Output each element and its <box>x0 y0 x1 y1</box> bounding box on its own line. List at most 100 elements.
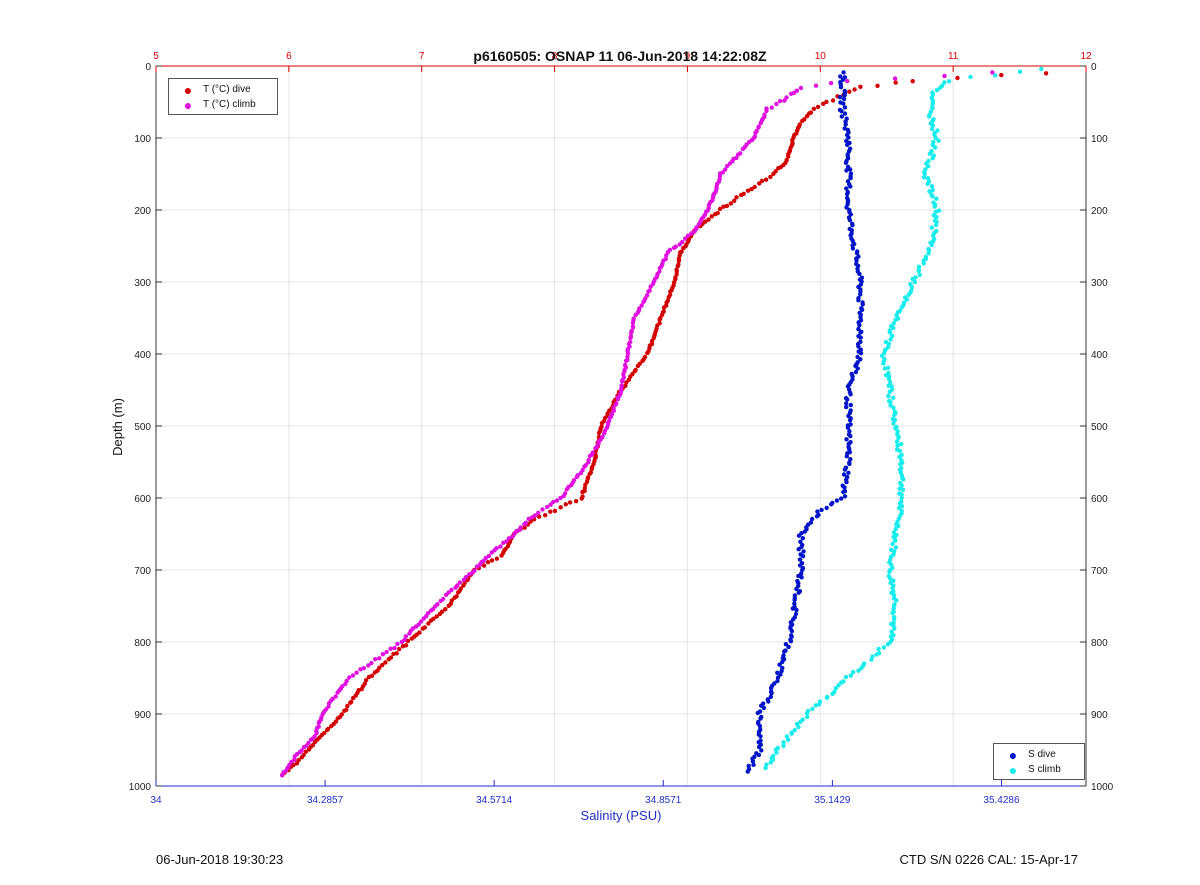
data-point <box>759 748 764 753</box>
data-point <box>777 662 782 667</box>
series-s-dive <box>745 70 865 774</box>
data-point <box>932 204 937 209</box>
data-point <box>640 358 645 364</box>
data-point <box>580 489 585 495</box>
data-point <box>593 446 598 451</box>
data-point <box>844 454 849 459</box>
data-point <box>363 678 369 683</box>
data-point <box>848 433 853 439</box>
data-point <box>839 680 844 685</box>
data-point <box>841 101 846 106</box>
data-point <box>757 181 762 186</box>
data-point <box>875 83 880 89</box>
data-point <box>403 634 409 639</box>
data-point <box>405 638 411 644</box>
data-point <box>921 261 926 266</box>
data-point <box>856 344 861 349</box>
data-point <box>804 711 810 716</box>
data-point <box>536 514 542 519</box>
data-point <box>587 471 592 477</box>
data-point <box>633 312 638 318</box>
data-point <box>897 505 902 511</box>
data-point <box>917 272 922 278</box>
data-point <box>858 335 863 340</box>
data-point <box>506 536 512 541</box>
y-tick-label-right: 200 <box>1091 206 1108 217</box>
data-point <box>896 523 901 529</box>
data-point <box>925 181 930 186</box>
chart-title: p6160505: OSNAP 11 06-Jun-2018 14:22:08Z <box>473 48 767 64</box>
data-point <box>955 75 960 81</box>
data-point <box>426 621 431 626</box>
footer-instrument-info: CTD S/N 0226 CAL: 15-Apr-17 <box>899 852 1078 867</box>
data-point <box>420 626 425 631</box>
data-point <box>798 539 803 544</box>
data-point <box>819 507 824 513</box>
salinity-legend: ● S dive ● S climb <box>993 743 1085 780</box>
data-point <box>395 641 400 647</box>
data-point <box>934 214 939 220</box>
data-point <box>781 743 786 748</box>
data-point <box>824 695 830 700</box>
data-point <box>847 429 852 434</box>
data-point <box>692 229 697 234</box>
data-point <box>841 489 846 495</box>
data-point <box>858 351 864 356</box>
data-point <box>335 716 340 721</box>
y-tick-label-left: 400 <box>134 350 151 361</box>
data-point <box>399 639 404 645</box>
data-point <box>326 701 332 706</box>
data-point <box>821 101 826 107</box>
data-point <box>796 590 801 595</box>
data-point <box>845 78 850 84</box>
data-point <box>350 673 356 678</box>
data-point <box>848 212 853 217</box>
data-point <box>888 380 893 385</box>
data-point <box>800 554 806 559</box>
data-point <box>446 603 451 608</box>
data-point <box>844 404 849 410</box>
data-point <box>841 96 847 102</box>
data-point <box>785 737 791 742</box>
data-point <box>727 161 733 166</box>
data-point <box>899 441 904 447</box>
data-point <box>512 531 517 536</box>
data-point <box>554 498 560 503</box>
data-point <box>725 163 730 169</box>
data-point <box>611 408 616 413</box>
data-point <box>891 321 896 326</box>
data-point <box>856 298 861 303</box>
data-point <box>752 184 757 190</box>
data-point <box>788 91 794 97</box>
data-point <box>775 675 781 680</box>
data-point <box>845 425 851 430</box>
data-point <box>796 547 801 552</box>
data-point <box>789 731 794 736</box>
data-point <box>843 160 849 165</box>
data-point <box>326 704 331 709</box>
data-point <box>929 184 935 189</box>
data-point <box>906 292 911 298</box>
data-point <box>756 125 761 130</box>
data-point <box>573 499 579 504</box>
data-point <box>926 251 931 256</box>
data-point <box>294 761 300 766</box>
data-point <box>671 245 677 250</box>
data-point <box>664 253 669 258</box>
data-point <box>453 585 458 590</box>
data-point <box>615 397 621 402</box>
data-point <box>657 317 662 322</box>
data-point <box>780 659 785 665</box>
data-point <box>839 109 844 114</box>
data-point <box>768 760 773 765</box>
data-point <box>586 460 591 465</box>
y-tick-label-right: 0 <box>1091 62 1097 73</box>
data-point <box>563 502 568 507</box>
data-point <box>746 763 751 769</box>
data-point <box>740 146 746 152</box>
data-point <box>990 70 995 75</box>
data-point <box>750 759 756 764</box>
data-point <box>852 87 857 92</box>
data-point <box>296 757 301 763</box>
data-point <box>579 496 584 501</box>
